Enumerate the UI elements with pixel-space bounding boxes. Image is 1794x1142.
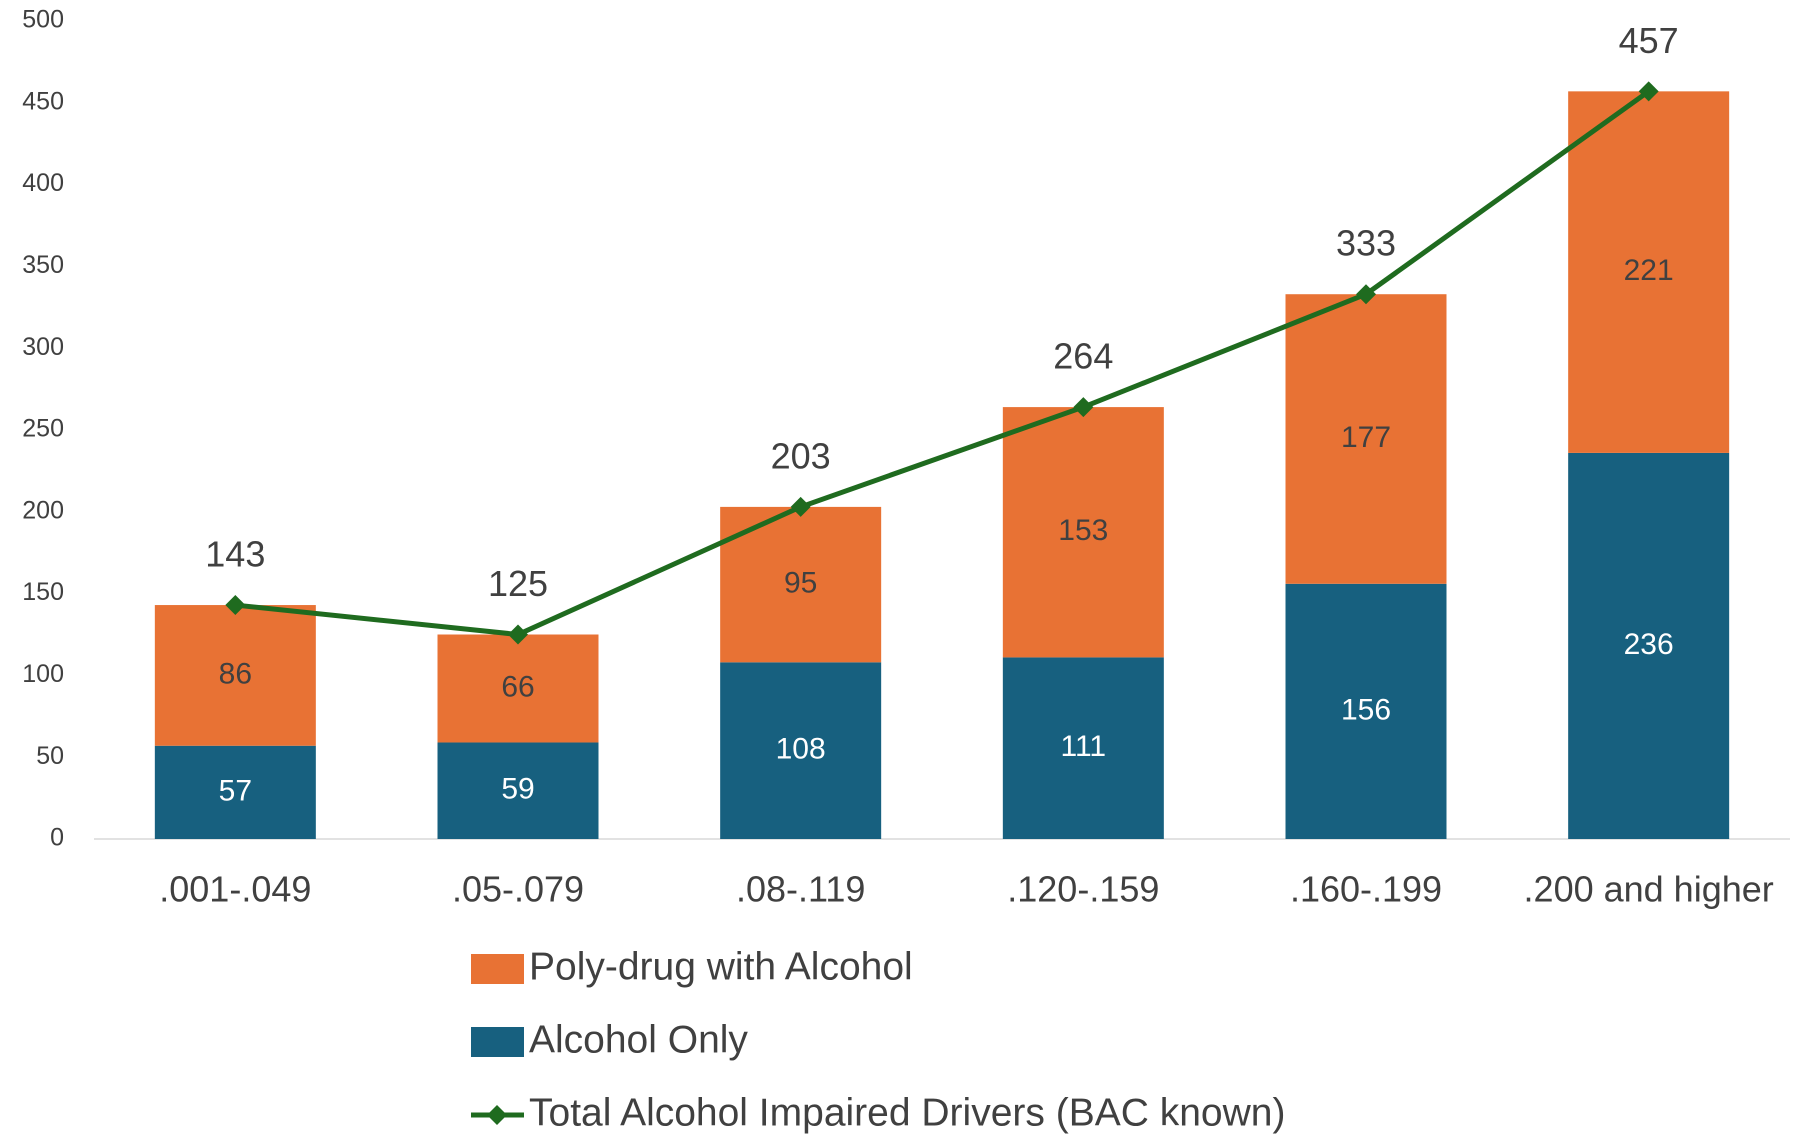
- data-label: 86: [219, 657, 252, 690]
- bar-segment: [154, 745, 316, 839]
- legend-swatch: [471, 1027, 524, 1057]
- y-tick-label: 400: [22, 169, 64, 197]
- bar-segment: [1568, 452, 1730, 839]
- line-marker: [1638, 81, 1659, 102]
- data-label: 153: [1058, 514, 1108, 547]
- x-tick-label: .160-.199: [1290, 869, 1442, 910]
- x-tick-label: .05-.079: [452, 869, 584, 910]
- legend-marker: [487, 1105, 507, 1125]
- legend-label: Alcohol Only: [529, 1018, 748, 1061]
- bar-segment: [154, 605, 316, 746]
- bar-segment: [720, 662, 882, 839]
- y-tick-label: 450: [22, 87, 64, 115]
- x-tick-label: .08-.119: [736, 869, 865, 910]
- data-label: 95: [784, 567, 817, 600]
- line: [235, 89, 1651, 638]
- legend-label: Poly-drug with Alcohol: [529, 945, 913, 988]
- data-label: 66: [501, 670, 534, 703]
- y-tick-label: 250: [22, 415, 64, 443]
- data-label: 177: [1341, 421, 1391, 454]
- bar-segment: [1285, 294, 1447, 584]
- data-label: 108: [776, 733, 826, 766]
- total-label: 333: [1336, 223, 1396, 264]
- y-tick-label: 500: [22, 6, 64, 34]
- data-label: 111: [1061, 730, 1107, 763]
- bar-segment: [1002, 407, 1164, 658]
- data-label: 57: [219, 774, 252, 807]
- y-tick-label: 0: [50, 824, 64, 852]
- total-label: 125: [488, 563, 548, 604]
- y-tick-label: 300: [22, 333, 64, 361]
- x-tick-label: .001-.049: [159, 869, 311, 910]
- bar-segment: [437, 742, 599, 839]
- y-tick-label: 50: [36, 742, 64, 770]
- total-label: 203: [771, 435, 831, 476]
- total-label: 264: [1053, 336, 1113, 377]
- bar-segment: [1002, 657, 1164, 839]
- bar-segment: [1568, 91, 1730, 453]
- legend-label: Total Alcohol Impaired Drivers (BAC know…: [529, 1091, 1285, 1134]
- bar-segment: [1285, 583, 1447, 839]
- y-tick-label: 200: [22, 496, 64, 524]
- line-marker: [225, 595, 246, 616]
- line-marker: [508, 624, 528, 645]
- y-tick-label: 100: [22, 660, 64, 688]
- data-label: 156: [1341, 693, 1391, 726]
- y-tick-label: 350: [22, 251, 64, 279]
- line-marker: [1073, 397, 1094, 418]
- y-tick-label: 150: [22, 578, 64, 606]
- x-tick-label: .200 and higher: [1524, 869, 1774, 910]
- line-marker: [790, 496, 811, 517]
- x-tick-label: .120-.159: [1007, 869, 1159, 910]
- data-label: 221: [1624, 254, 1674, 287]
- data-label: 59: [501, 773, 534, 806]
- legend-swatch: [471, 954, 524, 984]
- data-label: 236: [1624, 628, 1674, 661]
- total-label: 143: [205, 534, 265, 575]
- line-marker: [1356, 284, 1376, 305]
- total-label: 457: [1619, 20, 1679, 61]
- bar-segment: [437, 634, 599, 743]
